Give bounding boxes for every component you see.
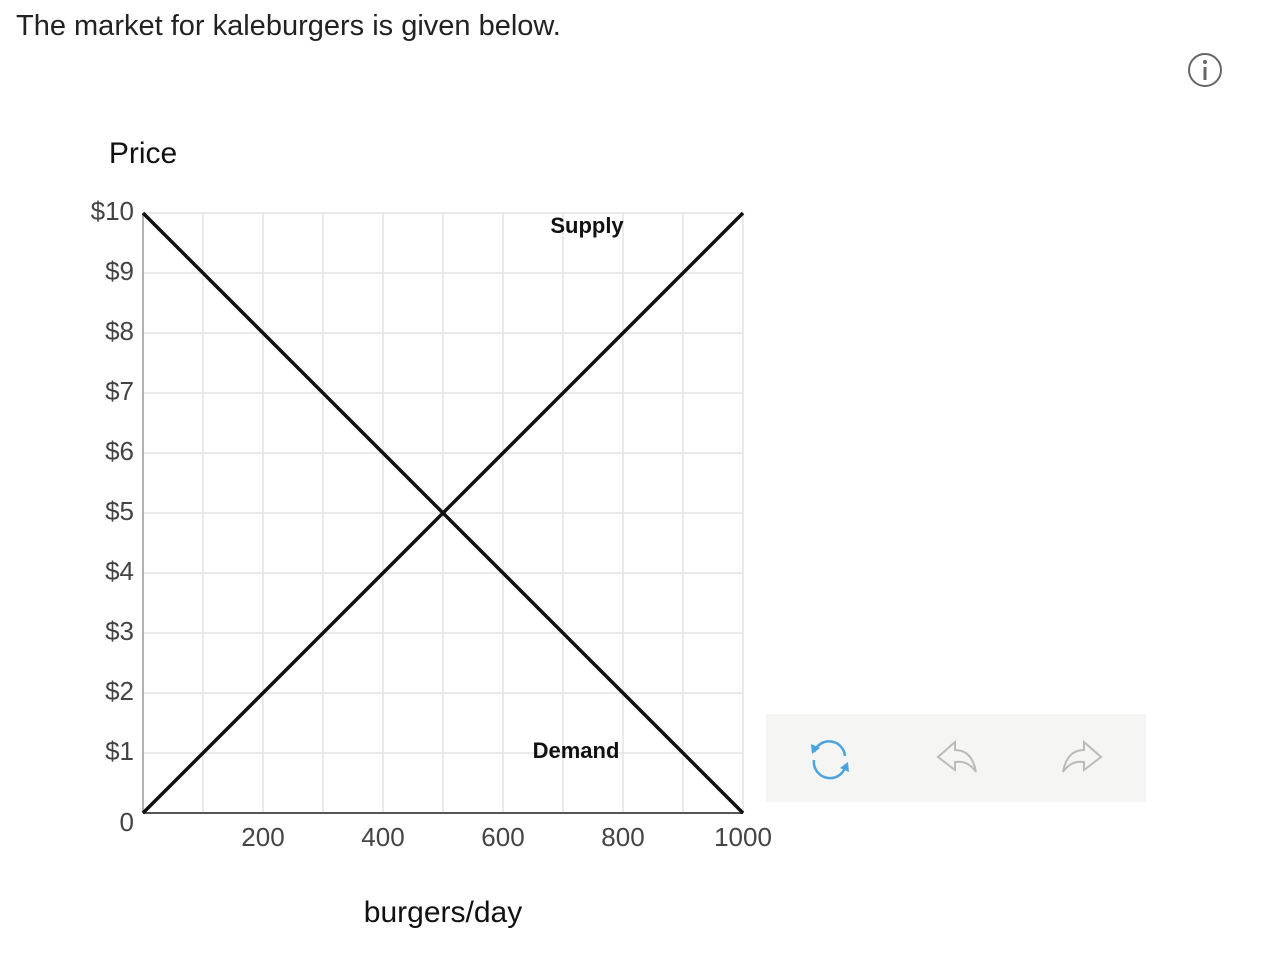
y-tick-label: $7 bbox=[105, 376, 134, 406]
x-tick-label: 400 bbox=[361, 822, 404, 852]
plot: 200 400 600 800 1000 0 $1 $2 $3 $4 $5 $6 $7 $8 $9 $10 Pr… bbox=[91, 137, 772, 929]
y-tick-label: $10 bbox=[91, 196, 134, 226]
x-axis-title: burgers/day bbox=[364, 896, 522, 929]
reset-button[interactable] bbox=[811, 740, 849, 780]
toolbar bbox=[766, 714, 1146, 802]
undo-button[interactable] bbox=[936, 739, 977, 773]
x-tick-label: 200 bbox=[241, 822, 284, 852]
y-tick-label: $6 bbox=[105, 436, 134, 466]
y-tick-label: $2 bbox=[105, 676, 134, 706]
y-tick-label: $9 bbox=[105, 256, 134, 286]
x-tick-label: 800 bbox=[601, 822, 644, 852]
y-tick-label: $8 bbox=[105, 316, 134, 346]
y-tick-label: $5 bbox=[105, 496, 134, 526]
series-label: Supply bbox=[550, 213, 624, 238]
question-text: The market for kaleburgers is given belo… bbox=[16, 10, 561, 42]
redo-button[interactable] bbox=[1062, 739, 1103, 773]
x-tick-label: 1000 bbox=[714, 822, 772, 852]
x-tick-label: 600 bbox=[481, 822, 524, 852]
y-tick-label: $1 bbox=[105, 736, 134, 766]
y-tick-label: $4 bbox=[105, 556, 134, 586]
series-line bbox=[141, 211, 745, 815]
y-axis-title: Price bbox=[109, 137, 177, 170]
info-icon[interactable] bbox=[1188, 53, 1222, 87]
y-tick-label: 0 bbox=[120, 807, 134, 837]
y-tick-label: $3 bbox=[105, 616, 134, 646]
series-label: Demand bbox=[533, 738, 620, 763]
